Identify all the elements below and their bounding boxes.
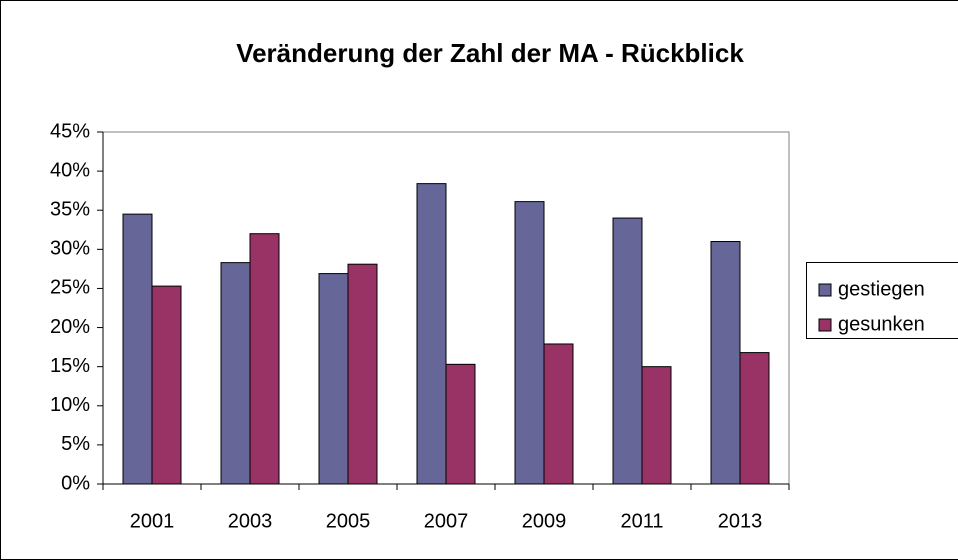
x-tick-label: 2001 bbox=[130, 510, 175, 532]
x-tick-label: 2009 bbox=[522, 510, 567, 532]
y-tick-label: 10% bbox=[50, 394, 90, 416]
y-tick-label: 5% bbox=[61, 433, 90, 455]
y-tick-label: 30% bbox=[50, 238, 90, 260]
legend-label: gesunken bbox=[838, 313, 925, 335]
y-tick-label: 25% bbox=[50, 277, 90, 299]
bar bbox=[739, 352, 770, 485]
bar bbox=[416, 183, 447, 485]
y-tick-label: 35% bbox=[50, 199, 90, 221]
y-tick-label: 15% bbox=[50, 355, 90, 377]
bar bbox=[122, 213, 153, 485]
bar bbox=[220, 262, 251, 485]
bar bbox=[249, 233, 280, 485]
y-tick-label: 20% bbox=[50, 316, 90, 338]
bar bbox=[641, 366, 672, 485]
bar bbox=[347, 263, 378, 485]
y-tick-label: 0% bbox=[61, 472, 90, 494]
bar bbox=[318, 273, 349, 485]
x-tick-label: 2005 bbox=[326, 510, 371, 532]
bar bbox=[612, 217, 643, 485]
x-tick-label: 2003 bbox=[228, 510, 273, 532]
x-tick-label: 2007 bbox=[424, 510, 469, 532]
legend-label: gestiegen bbox=[838, 278, 925, 300]
chart-title: Veränderung der Zahl der MA - Rückblick bbox=[236, 38, 744, 68]
legend-swatch bbox=[818, 318, 832, 332]
bar bbox=[543, 343, 574, 485]
bar bbox=[710, 241, 741, 485]
bar bbox=[514, 201, 545, 485]
y-tick-label: 40% bbox=[50, 159, 90, 181]
legend-swatch bbox=[818, 283, 832, 297]
bar bbox=[445, 363, 476, 485]
y-tick-label: 45% bbox=[50, 120, 90, 142]
bar bbox=[151, 285, 182, 485]
x-tick-label: 2013 bbox=[718, 510, 763, 532]
x-tick-label: 2011 bbox=[620, 510, 663, 532]
legend-box bbox=[806, 262, 958, 339]
